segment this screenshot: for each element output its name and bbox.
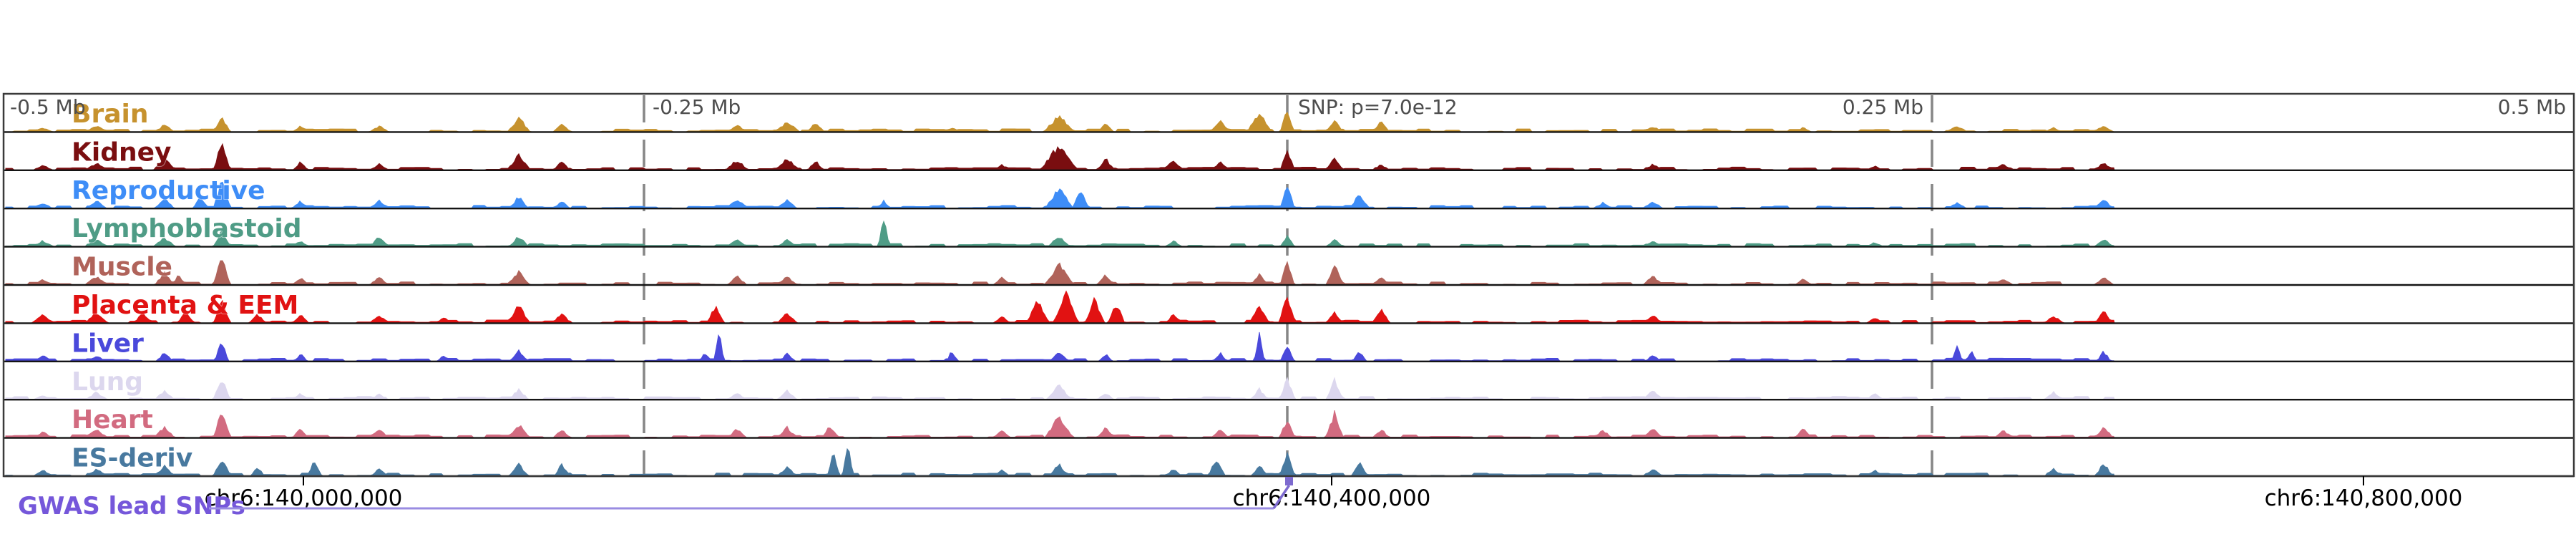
signal-layer: [5, 112, 2116, 477]
coord-label: chr6:140,400,000: [1233, 485, 1431, 511]
track-label-reproductive: Reproductive: [72, 176, 265, 205]
mb-label: 0.25 Mb: [1843, 95, 1923, 119]
axis-layer: -0.5 Mb -0.25 Mb SNP: p=7.0e-12 0.25 Mb 0.5 …: [10, 95, 2566, 511]
track-label-liver: Liver: [72, 329, 144, 358]
track-label-muscle: Muscle: [72, 253, 172, 282]
track-label-lymphoblastoid: Lymphoblastoid: [72, 214, 302, 243]
mb-label: -0.5 Mb: [10, 95, 85, 119]
track-signal-lung: [5, 377, 2115, 400]
gwas-snp-pointer-line: [1272, 485, 1290, 509]
track-signal-es-deriv: [5, 448, 2115, 477]
mb-label: SNP: p=7.0e-12: [1298, 95, 1458, 119]
track-label-es-deriv: ES-deriv: [72, 444, 192, 473]
plot-border: [2, 92, 2575, 478]
mb-label: 0.5 Mb: [2498, 95, 2566, 119]
track-label-brain: Brain: [72, 100, 148, 129]
track-separator-layer: [2, 92, 2575, 478]
gwas-lead-snps-label: GWAS lead SNPs: [18, 492, 245, 521]
track-label-kidney: Kidney: [72, 137, 172, 167]
track-signal-muscle: [5, 260, 2115, 286]
track-label-placenta-eem: Placenta & EEM: [72, 291, 298, 320]
track-label-heart: Heart: [72, 405, 153, 435]
track-signal-placenta-eem: [5, 290, 2115, 324]
gwas-lead-snps-track: GWAS lead SNPs: [18, 477, 1293, 521]
mb-label: -0.25 Mb: [653, 95, 741, 119]
track-signal-brain: [5, 112, 2115, 132]
track-label-lung: Lung: [72, 367, 143, 397]
track-signal-kidney: [5, 142, 2115, 171]
gwas-lead-snp-marker: [1285, 477, 1293, 485]
coord-label: chr6:140,000,000: [205, 485, 403, 511]
track-signal-heart: [5, 410, 2115, 439]
track-label-layer: Brain Kidney Reproductive Lymphoblastoid Mus…: [71, 99, 303, 474]
track-signal-liver: [5, 332, 2116, 362]
coord-label: chr6:140,800,000: [2265, 485, 2463, 511]
track-signal-lymphoblastoid: [5, 220, 2115, 248]
track-signal-reproductive: [5, 181, 2115, 209]
